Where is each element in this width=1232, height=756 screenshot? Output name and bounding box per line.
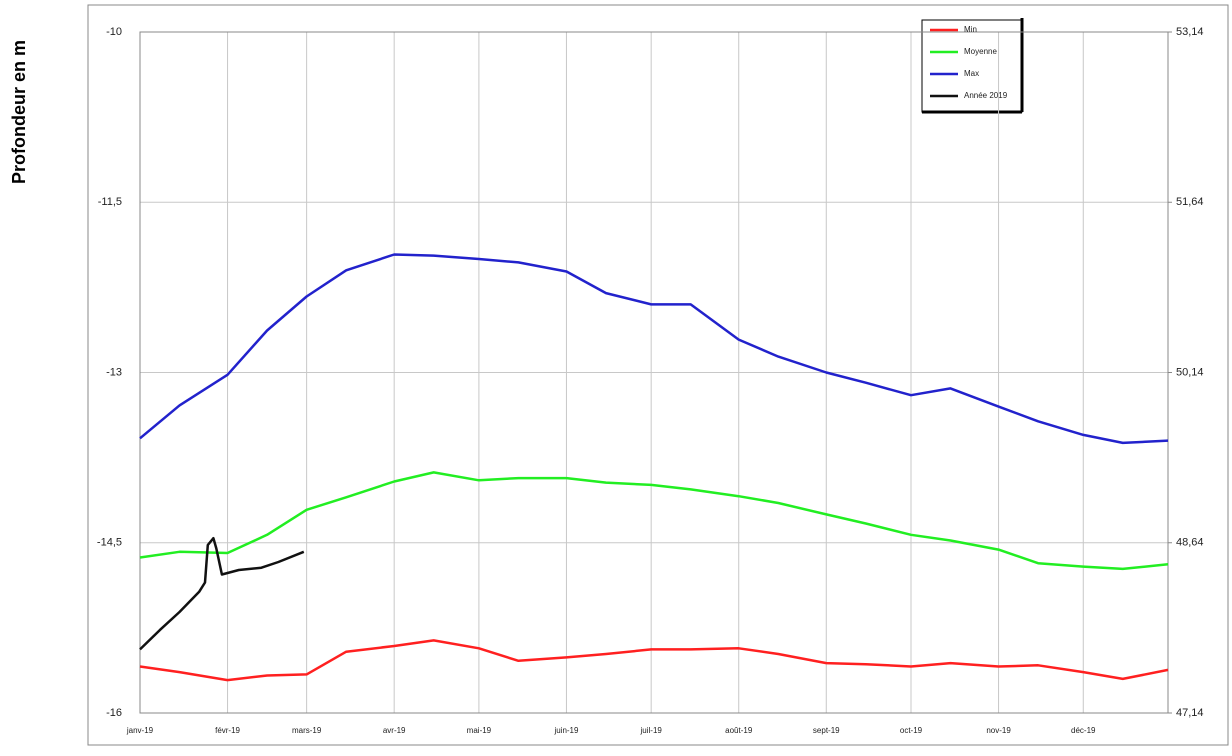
plot-area [139, 31, 1169, 714]
y-tick-label: -10 [106, 26, 122, 38]
series-line [139, 536, 305, 651]
series-line [139, 253, 1169, 445]
x-tick-label: sept-19 [813, 726, 840, 735]
y2-tick-label: 50,14 [1176, 366, 1204, 378]
x-tick-label: nov-19 [986, 726, 1011, 735]
x-tick-label: juin-19 [553, 726, 579, 735]
legend-label: Min [964, 25, 977, 34]
legend-label: Max [964, 69, 979, 78]
y2-tick-label: 48,64 [1176, 537, 1204, 549]
x-tick-label: juil-19 [640, 726, 663, 735]
x-tick-label: oct-19 [900, 726, 923, 735]
x-tick-label: mars-19 [292, 726, 322, 735]
y2-tick-label: 53,14 [1176, 26, 1204, 38]
x-tick-label: mai-19 [467, 726, 492, 735]
y-tick-label: -11,5 [98, 196, 122, 208]
x-tick-label: avr-19 [383, 726, 406, 735]
x-tick-label: déc-19 [1071, 726, 1096, 735]
y-tick-label: -13 [106, 366, 122, 378]
y-tick-label: -16 [106, 707, 122, 719]
y2-tick-label: 47,14 [1176, 707, 1204, 719]
y-tick-label: -14,5 [97, 537, 122, 549]
series-line [139, 471, 1169, 571]
legend-label: Moyenne [964, 47, 997, 56]
y-axis-label: Profondeur en m [9, 40, 29, 184]
x-tick-label: févr-19 [215, 726, 240, 735]
x-tick-label: janv-19 [126, 726, 154, 735]
chart-frame [87, 4, 1229, 746]
x-tick-label: août-19 [725, 726, 753, 735]
y2-tick-label: 51,64 [1176, 196, 1204, 208]
series-line [139, 639, 1169, 682]
legend-label: Année 2019 [964, 91, 1008, 100]
